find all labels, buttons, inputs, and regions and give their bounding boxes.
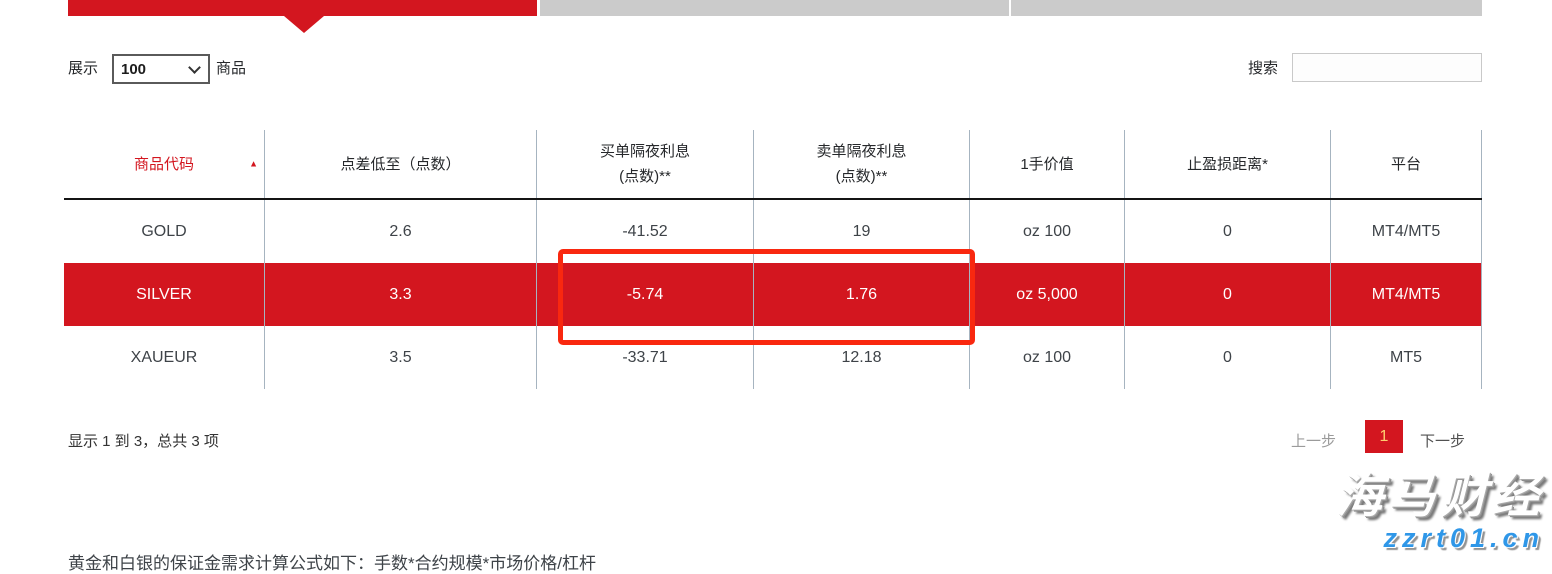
- page-size-select[interactable]: 100: [112, 54, 210, 84]
- header-sell-swap[interactable]: 卖单隔夜利息 (点数)**: [754, 130, 970, 198]
- tab-active-metals[interactable]: [68, 0, 537, 33]
- instruments-table: 商品代码 ▲ 点差低至（点数） 买单隔夜利息 (点数)** 卖单隔夜利息 (点数…: [64, 130, 1482, 389]
- header-sl-distance[interactable]: 止盈损距离*: [1125, 130, 1331, 198]
- cell-sell-swap: 1.76: [754, 263, 970, 326]
- cell-buy-swap: -41.52: [537, 200, 754, 263]
- cell-symbol: SILVER: [64, 263, 265, 326]
- watermark-site-url: zzrt01.cn: [1383, 522, 1544, 553]
- header-symbol-label: 商品代码: [133, 155, 194, 173]
- search-label: 搜索: [1248, 60, 1279, 77]
- table-header-row: 商品代码 ▲ 点差低至（点数） 买单隔夜利息 (点数)** 卖单隔夜利息 (点数…: [64, 130, 1482, 200]
- cell-spread: 3.5: [265, 326, 537, 389]
- cell-sell-swap: 19: [754, 200, 970, 263]
- cell-sl-distance: 0: [1125, 200, 1331, 263]
- table-row-gold[interactable]: GOLD 2.6 -41.52 19 oz 100 0 MT4/MT5: [64, 200, 1482, 263]
- header-platform[interactable]: 平台: [1331, 130, 1482, 198]
- cell-sl-distance: 0: [1125, 326, 1331, 389]
- cell-platform: MT4/MT5: [1331, 263, 1482, 326]
- cell-lot-value: oz 100: [970, 326, 1125, 389]
- cell-sell-swap: 12.18: [754, 326, 970, 389]
- search-input[interactable]: [1292, 53, 1482, 82]
- cell-buy-swap: -5.74: [537, 263, 754, 326]
- margin-formula-note: 黄金和白银的保证金需求计算公式如下：手数*合约规模*市场价格/杠杆: [68, 554, 596, 573]
- cell-buy-swap: -33.71: [537, 326, 754, 389]
- cell-spread: 2.6: [265, 200, 537, 263]
- pagination-page-1-button[interactable]: 1: [1365, 420, 1403, 453]
- tab-inactive-2[interactable]: [1011, 0, 1482, 16]
- cell-symbol: XAUEUR: [64, 326, 265, 389]
- cell-symbol: GOLD: [64, 200, 265, 263]
- page-size-label: 展示: [68, 60, 99, 77]
- tab-inactive-1[interactable]: [540, 0, 1009, 16]
- header-lot-value[interactable]: 1手价值: [970, 130, 1125, 198]
- watermark: 海马财经 zzrt01.cn: [1336, 470, 1544, 553]
- sort-asc-icon: ▲: [249, 158, 258, 169]
- header-spread[interactable]: 点差低至（点数）: [265, 130, 537, 198]
- table-row-xaueur[interactable]: XAUEUR 3.5 -33.71 12.18 oz 100 0 MT5: [64, 326, 1482, 389]
- cell-platform: MT4/MT5: [1331, 200, 1482, 263]
- table-info-text: 显示 1 到 3，总共 3 项: [68, 433, 219, 450]
- header-symbol[interactable]: 商品代码 ▲: [64, 130, 265, 198]
- page-size-value: 100: [121, 60, 147, 78]
- cell-platform: MT5: [1331, 326, 1482, 389]
- header-buy-swap[interactable]: 买单隔夜利息 (点数)**: [537, 130, 754, 198]
- table-row-silver-selected[interactable]: SILVER 3.3 -5.74 1.76 oz 5,000 0 MT4/MT5: [64, 263, 1482, 326]
- active-tab-pointer-icon: [284, 16, 324, 33]
- cell-sl-distance: 0: [1125, 263, 1331, 326]
- cell-lot-value: oz 100: [970, 200, 1125, 263]
- cell-lot-value: oz 5,000: [970, 263, 1125, 326]
- pagination-next-button[interactable]: 下一步: [1420, 433, 1466, 450]
- page-size-suffix-label: 商品: [216, 60, 247, 77]
- watermark-title: 海马财经: [1336, 469, 1544, 522]
- pagination-prev-button[interactable]: 上一步: [1291, 433, 1337, 450]
- cell-spread: 3.3: [265, 263, 537, 326]
- chevron-down-icon: [188, 60, 201, 74]
